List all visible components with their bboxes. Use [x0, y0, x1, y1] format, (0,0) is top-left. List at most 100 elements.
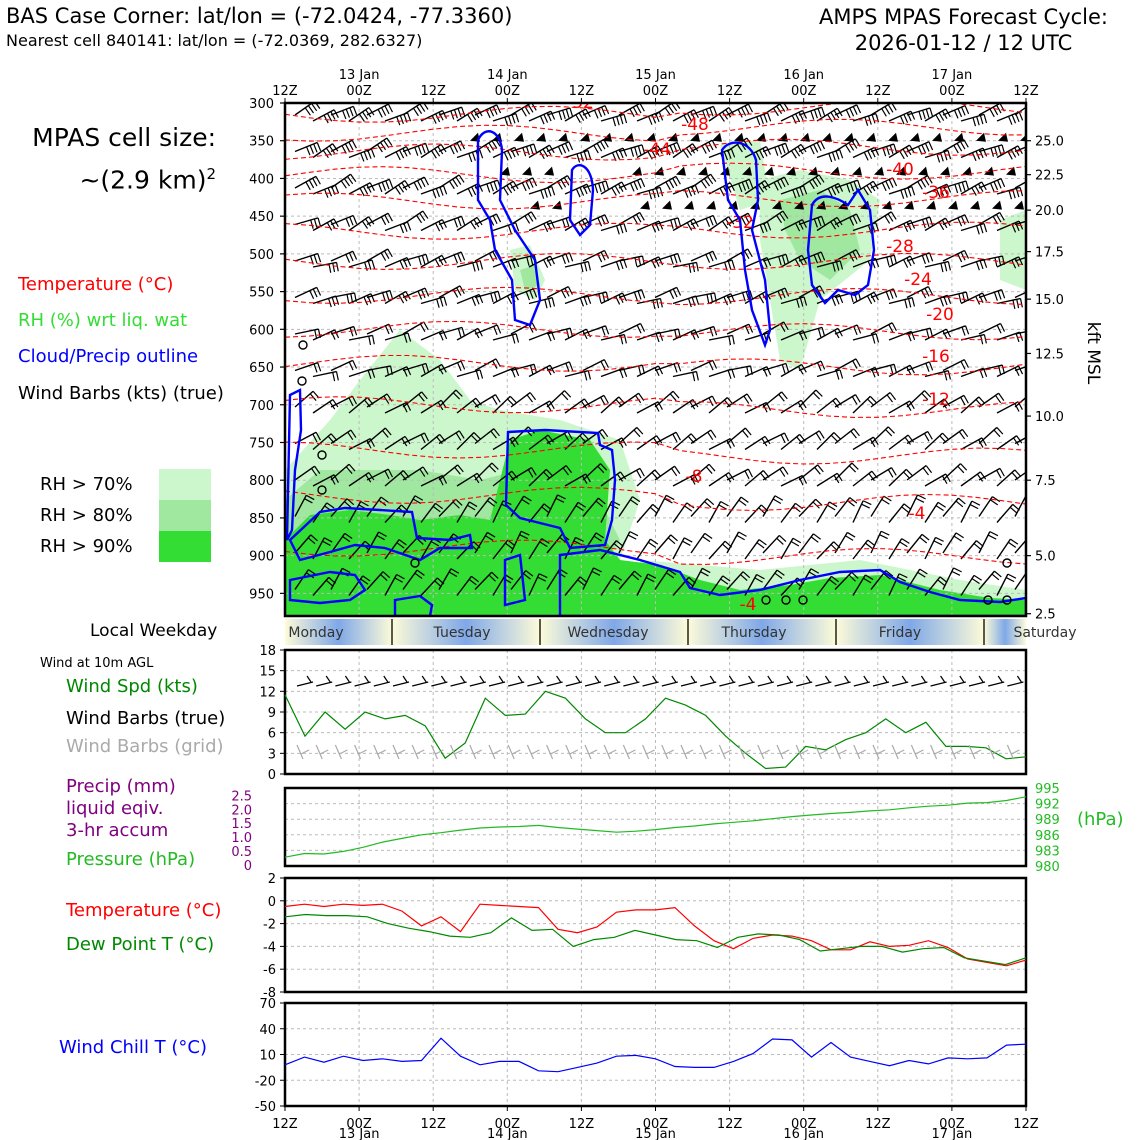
wind-barb-staff [402, 466, 424, 481]
wind-barb-feather [538, 573, 548, 579]
wind-barb-staff [384, 435, 406, 451]
wind-barb-feather [641, 144, 646, 154]
wind-barb-feather [380, 574, 388, 581]
wind-barb-feather [725, 474, 732, 483]
wind-barb-staff [906, 107, 931, 116]
wind-barb-feather [958, 183, 962, 193]
rh80-swatch [159, 500, 211, 531]
wind-barb-feather [953, 144, 959, 154]
wind-barb-feather [525, 180, 531, 190]
wind-barb-feather [995, 214, 1002, 223]
wind-barb-feather [683, 114, 689, 124]
wind-barb-feather [830, 221, 837, 230]
wind-barb-feather [921, 392, 929, 401]
wind-barb [654, 175, 681, 191]
wind-barb-feather [903, 114, 909, 123]
wind-barb-staff [816, 472, 838, 487]
wind-barb-feather [756, 542, 765, 549]
wind-barb-feather [335, 371, 339, 381]
wind-barb-staff [312, 398, 334, 414]
wind-barb-feather [435, 502, 443, 510]
sfc-barb-true-feather [690, 675, 696, 683]
wind-barb-staff [1014, 146, 1026, 153]
kft-tick-label: 7.5 [1035, 474, 1056, 489]
wind-barb-staff [960, 437, 983, 451]
wind-barb-feather [940, 263, 944, 273]
wind-barb-feather [587, 261, 591, 271]
wind-barb-feather [711, 139, 717, 149]
wind-barb-feather [672, 433, 678, 443]
wind-barb-feather [935, 188, 941, 198]
wind-barb-feather [777, 145, 782, 155]
wind-barb-feather [381, 107, 387, 116]
pressure-ytick-label: 989 [1035, 813, 1060, 828]
bottom-date-label: 15 Jan [635, 1127, 676, 1140]
wind-barb [402, 569, 425, 590]
wind-barb-feather [875, 333, 880, 343]
wind-barb-feather [777, 180, 783, 189]
legend-dew-point: Dew Point T (°C) [66, 934, 215, 955]
bottom-time-label: 12Z [1013, 1117, 1039, 1132]
wind-barb-feather [623, 223, 628, 233]
wind-barb [600, 471, 627, 487]
wind-barb-feather [654, 403, 660, 412]
sfc-barb-true [450, 681, 467, 687]
wind-barb [348, 106, 375, 122]
wind-barb [312, 143, 339, 159]
wind-barb-staff [366, 248, 389, 262]
wind-barb [708, 471, 735, 487]
wind-barb-feather [561, 255, 566, 265]
sfc-barb-true [680, 681, 698, 687]
wind-barb-staff [996, 297, 1021, 305]
wind-barb-feather [1000, 178, 1006, 188]
wind-barb-feather [764, 180, 771, 189]
wind-barb [960, 292, 988, 305]
sfc-barb-grid-feather [435, 749, 444, 755]
wind-barb-feather [603, 395, 609, 404]
wind-barb-feather [507, 398, 515, 406]
wind-barb-feather [551, 297, 556, 307]
wind-barb-feather [335, 295, 340, 305]
wind-barb [528, 538, 550, 560]
wind-barb-feather [671, 468, 678, 477]
wind-barb [618, 426, 644, 445]
wind-barb-feather [744, 214, 750, 224]
wind-barb-feather [942, 330, 948, 340]
sfc-barb-grid-feather [991, 749, 1001, 755]
wind-barb [564, 183, 592, 198]
wind-barb-staff [726, 212, 749, 226]
wind-barb-feather [866, 295, 873, 305]
wind-barb-feather [817, 108, 822, 118]
wind-barb-feather [580, 263, 584, 273]
wind-barb-staff [582, 291, 607, 299]
wind-barb-staff [294, 494, 307, 517]
wind-barb-feather [399, 149, 405, 159]
wind-barb-feather [330, 111, 336, 120]
wind-barb [582, 358, 610, 372]
wind-barb-feather [564, 288, 570, 297]
wind-barb-feather [889, 392, 897, 401]
wind-barb-feather [889, 365, 894, 375]
sfc-barb-true [469, 681, 486, 687]
wind-barb [942, 567, 962, 590]
wind-barb [402, 466, 429, 481]
wind-barb-feather [695, 371, 699, 381]
wind-barb-feather [776, 537, 784, 545]
wind-barb-feather [396, 573, 405, 580]
sfc-barb-true [527, 681, 544, 687]
wind-barb-feather [1007, 573, 1017, 579]
wind-barb-feather [389, 290, 394, 300]
wind-barb [852, 574, 874, 596]
legend-pressure: Pressure (hPa) [66, 849, 196, 870]
wind-barb-staff [402, 569, 418, 590]
sfc-barb-true-feather [325, 675, 331, 683]
wind-barb-feather [728, 216, 735, 225]
wind-barb-feather [371, 368, 376, 378]
sfc-barb-true [757, 681, 774, 687]
sfc-barb-true [565, 681, 582, 687]
wind-barb-feather [508, 473, 515, 482]
wind-barb [762, 253, 790, 266]
calm-circle [317, 485, 327, 495]
wind-barb-staff [330, 567, 343, 590]
wind-barb-feather [475, 261, 480, 271]
